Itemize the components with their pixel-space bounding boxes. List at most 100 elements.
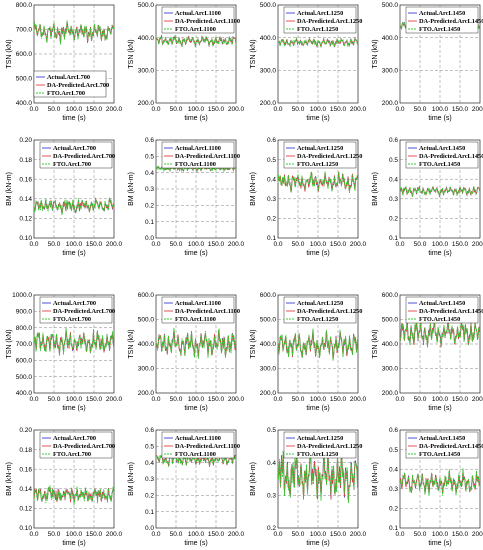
series-line-fto — [33, 327, 115, 356]
x-axis-label: time (s) — [62, 115, 85, 122]
series-line-fto — [33, 485, 115, 506]
legend-entry: Actual.ArcL1100 — [175, 145, 221, 152]
y-axis-label: TSN (kN) — [128, 329, 135, 358]
legend-entry: DA-Predicted.ArcL1100 — [175, 308, 240, 315]
legend-entry: Actual.ArcL1450 — [419, 145, 465, 152]
x-tick-label: 100.0 — [310, 531, 327, 538]
y-tick-label: 300.0 — [382, 68, 399, 75]
y-axis-label: BM (kN-m) — [6, 172, 13, 206]
y-tick-label: 0.20 — [19, 137, 32, 144]
x-axis-label: time (s) — [184, 250, 207, 257]
x-tick-label: 200.0 — [106, 396, 123, 403]
x-tick-label: 50.0 — [414, 241, 427, 248]
y-tick-label: 0.3 — [145, 186, 154, 193]
x-tick-label: 0.0 — [29, 106, 38, 113]
y-tick-label: 400.0 — [382, 341, 399, 348]
series-line-fto — [277, 446, 359, 504]
x-axis-label: time (s) — [306, 405, 329, 412]
y-tick-label: 0.16 — [19, 176, 32, 183]
legend-box — [283, 296, 357, 324]
y-tick-label: 200.0 — [138, 100, 155, 107]
x-tick-label: 100.0 — [188, 106, 205, 113]
y-tick-label: 0.2 — [145, 493, 154, 500]
x-tick-label: 50.0 — [170, 241, 183, 248]
y-tick-label: 800.0 — [16, 2, 33, 9]
legend-box — [39, 431, 113, 459]
x-axis-label: time (s) — [62, 250, 85, 257]
legend-entry: DA-Predicted.ArcL700 — [53, 153, 115, 160]
y-tick-label: 400.0 — [260, 35, 277, 42]
y-axis-label: TSN (kN) — [128, 39, 135, 68]
legend-entry: DA-Predicted.ArcL1450 — [419, 153, 483, 160]
x-axis-label: time (s) — [62, 540, 85, 547]
y-axis-label: BM (kN-m) — [372, 172, 379, 206]
y-tick-label: 0.6 — [389, 137, 398, 144]
x-tick-label: 0.0 — [151, 531, 160, 538]
y-tick-label: 400.0 — [138, 35, 155, 42]
x-tick-label: 0.0 — [395, 531, 404, 538]
y-axis-label: TSN (kN) — [6, 329, 13, 358]
legend-entry: Actual.ArcL700 — [53, 145, 96, 152]
y-axis-label: TSN (kN) — [6, 39, 13, 68]
y-tick-label: 0.2 — [267, 216, 276, 223]
series-line-fto — [399, 318, 481, 348]
legend-entry: FTO.ArcL700 — [53, 161, 91, 168]
y-tick-label: 0.5 — [389, 157, 398, 164]
legend-entry: Actual.ArcL1450 — [419, 300, 465, 307]
x-tick-label: 100.0 — [310, 106, 327, 113]
y-tick-label: 0.3 — [267, 493, 276, 500]
x-tick-label: 150.0 — [208, 106, 225, 113]
series-line-fto — [155, 451, 237, 468]
legend-entry: Actual.ArcL1250 — [297, 145, 343, 152]
x-tick-label: 100.0 — [188, 531, 205, 538]
y-tick-label: 0.20 — [19, 427, 32, 434]
series-line-fto — [155, 34, 237, 48]
x-tick-label: 0.0 — [273, 396, 282, 403]
y-axis-label: BM (kN-m) — [250, 172, 257, 206]
x-tick-label: 100.0 — [66, 531, 83, 538]
legend-entry: FTO.ArcL1450 — [419, 161, 460, 168]
y-axis-label: BM (kN-m) — [250, 462, 257, 496]
legend-box — [33, 70, 107, 98]
legend-entry: Actual.ArcL1250 — [297, 10, 343, 17]
y-tick-label: 500.0 — [16, 76, 33, 83]
x-tick-label: 100.0 — [188, 396, 205, 403]
legend-box — [283, 431, 357, 459]
series-line-fto — [277, 36, 359, 49]
y-tick-label: 0.4 — [145, 170, 154, 177]
legend-entry: FTO.ArcL1100 — [175, 26, 216, 33]
legend-entry: Actual.ArcL700 — [53, 435, 96, 442]
x-tick-label: 50.0 — [48, 241, 61, 248]
x-tick-label: 0.0 — [395, 396, 404, 403]
x-axis-label: time (s) — [306, 250, 329, 257]
y-tick-label: 0.5 — [145, 444, 154, 451]
x-tick-label: 150.0 — [208, 396, 225, 403]
legend-entry: DA-Predicted.ArcL1100 — [175, 153, 240, 160]
x-tick-label: 150.0 — [452, 241, 469, 248]
y-tick-label: 0.14 — [19, 196, 32, 203]
x-tick-label: 150.0 — [330, 106, 347, 113]
legend-entry: Actual.ArcL1450 — [419, 10, 465, 17]
x-tick-label: 50.0 — [292, 106, 305, 113]
legend-box — [405, 141, 479, 169]
x-tick-label: 50.0 — [292, 531, 305, 538]
y-tick-label: 500.0 — [382, 2, 399, 9]
legend-entry: Actual.ArcL1450 — [419, 435, 465, 442]
legend-entry: DA-Predicted.ArcL1100 — [175, 18, 240, 25]
legend-entry: FTO.ArcL1450 — [419, 26, 460, 33]
legend-box — [39, 296, 113, 324]
x-tick-label: 0.0 — [395, 106, 404, 113]
y-axis-label: BM (kN-m) — [6, 462, 13, 496]
legend-entry: DA-Predicted.ArcL1450 — [419, 443, 483, 450]
legend-entry: FTO.ArcL1250 — [297, 161, 338, 168]
